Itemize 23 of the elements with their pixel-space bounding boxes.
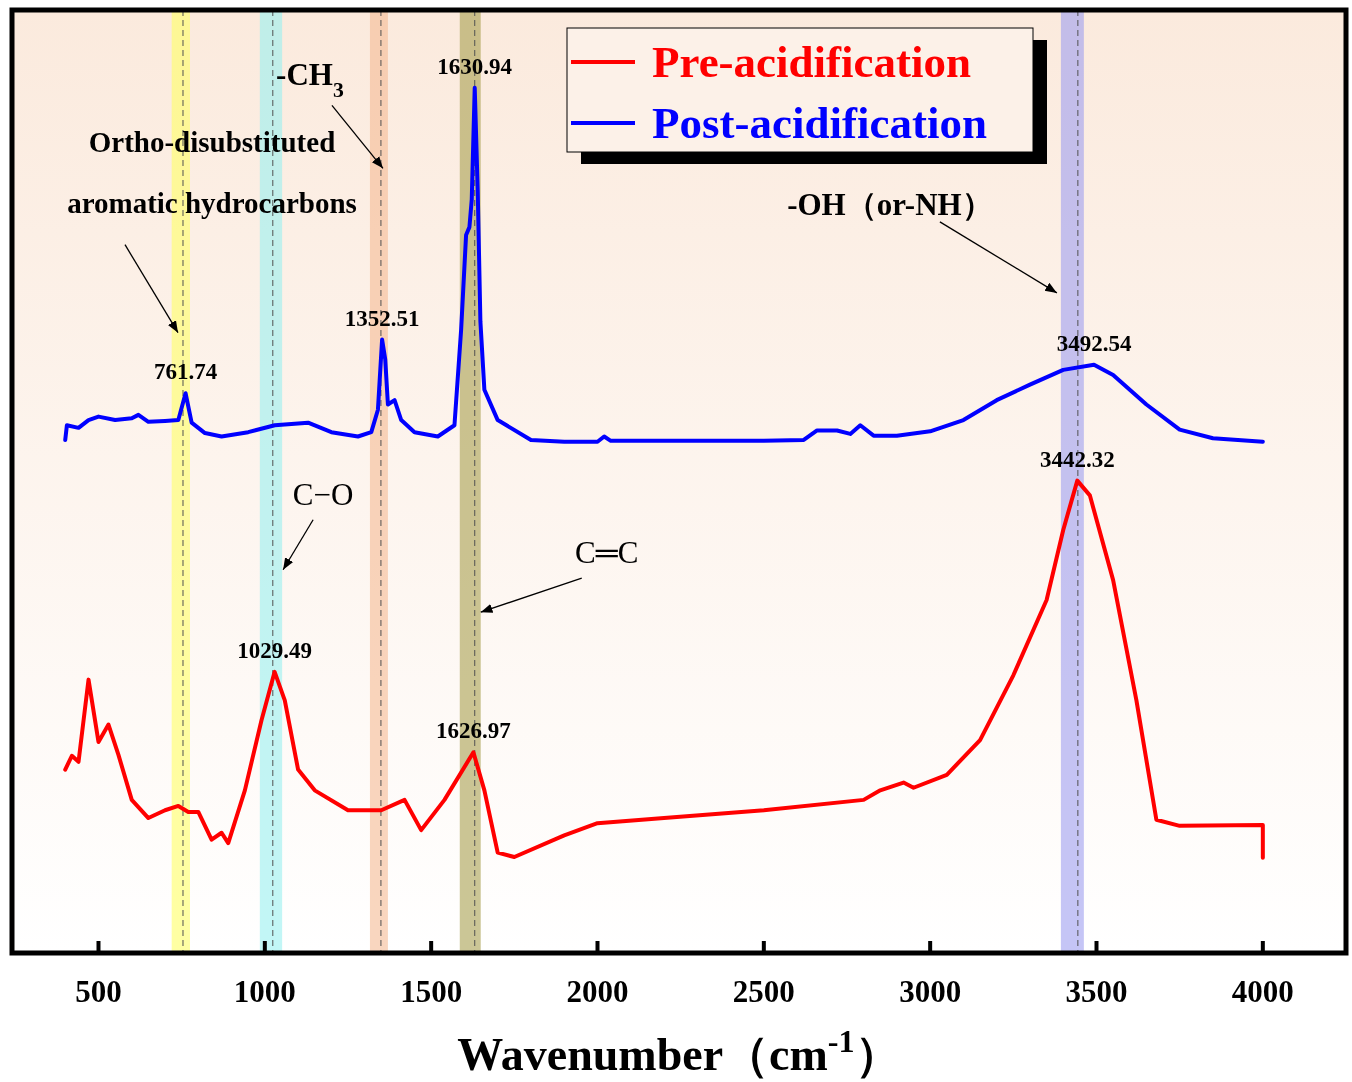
annotation: 1630.94 xyxy=(437,53,513,79)
annotation: 1626.97 xyxy=(436,718,511,744)
annotation: C−O xyxy=(292,476,354,512)
annotation: 1029.49 xyxy=(237,637,313,663)
x-tick-label: 2000 xyxy=(566,974,629,1009)
annotation: C═C xyxy=(575,535,639,571)
x-tick-label: 500 xyxy=(75,974,122,1009)
annotation: 3442.32 xyxy=(1039,446,1115,472)
x-tick-label: 1500 xyxy=(400,974,463,1009)
annotation: Ortho-disubstituted aromatic hydrocarbons xyxy=(67,125,357,219)
annotation: 1352.51 xyxy=(344,305,420,331)
annotation: 3492.54 xyxy=(1056,330,1132,356)
x-tick-label: 3000 xyxy=(899,974,962,1009)
x-tick-label: 4000 xyxy=(1231,974,1294,1009)
legend-label: Post-acidification xyxy=(652,98,987,148)
annotation: -OH（or-NH） xyxy=(787,186,993,222)
x-tick-label: 3500 xyxy=(1065,974,1128,1009)
x-tick-label: 1000 xyxy=(233,974,296,1009)
x-axis-title: Wavenumber（cm$^{-1}$） xyxy=(457,1023,901,1080)
annotation: 761.74 xyxy=(153,359,218,385)
legend-label: Pre-acidification xyxy=(652,37,972,87)
x-tick-label: 2500 xyxy=(732,974,795,1009)
annotation: -CH$_{3}$ xyxy=(276,57,344,103)
